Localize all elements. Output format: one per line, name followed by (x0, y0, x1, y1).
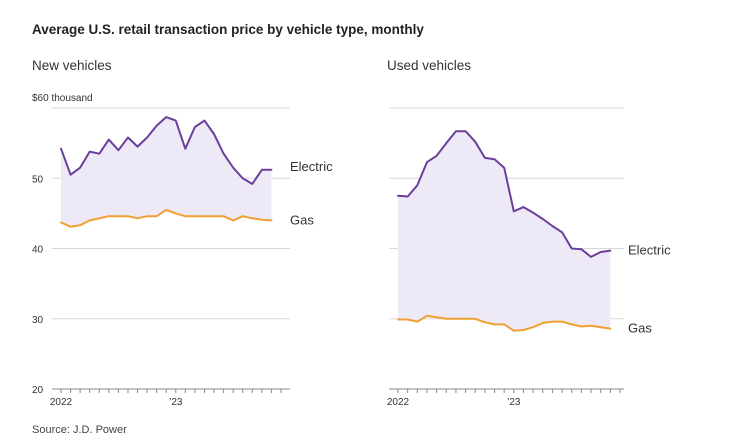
series-line-electric (397, 130, 612, 258)
source-note: Source: J.D. Power (32, 424, 127, 436)
x-tick-label: 2022 (50, 397, 73, 408)
gap-band (398, 131, 611, 331)
series-label-electric: Electric (628, 243, 671, 258)
panel-title-used: Used vehicles (387, 58, 472, 73)
y-tick-label: 50 (32, 174, 44, 185)
panel-title-new: New vehicles (32, 58, 112, 73)
x-tick-label: 2022 (387, 397, 410, 408)
y-tick-label: 30 (32, 315, 44, 326)
y-tick-label: 20 (32, 385, 44, 396)
x-tick-label: ’23 (169, 397, 183, 408)
series-line-electric (60, 116, 273, 185)
series-label-gas: Gas (628, 321, 652, 336)
series-label-gas: Gas (290, 212, 314, 227)
y-tick-label: 40 (32, 245, 44, 256)
x-tick-label: ’23 (507, 397, 521, 408)
y-unit-label: $60 thousand (32, 93, 93, 104)
series-label-electric: Electric (290, 159, 333, 174)
series-line-gas (60, 208, 273, 228)
series-line-gas (397, 314, 612, 332)
chart-title: Average U.S. retail transaction price by… (32, 22, 424, 37)
